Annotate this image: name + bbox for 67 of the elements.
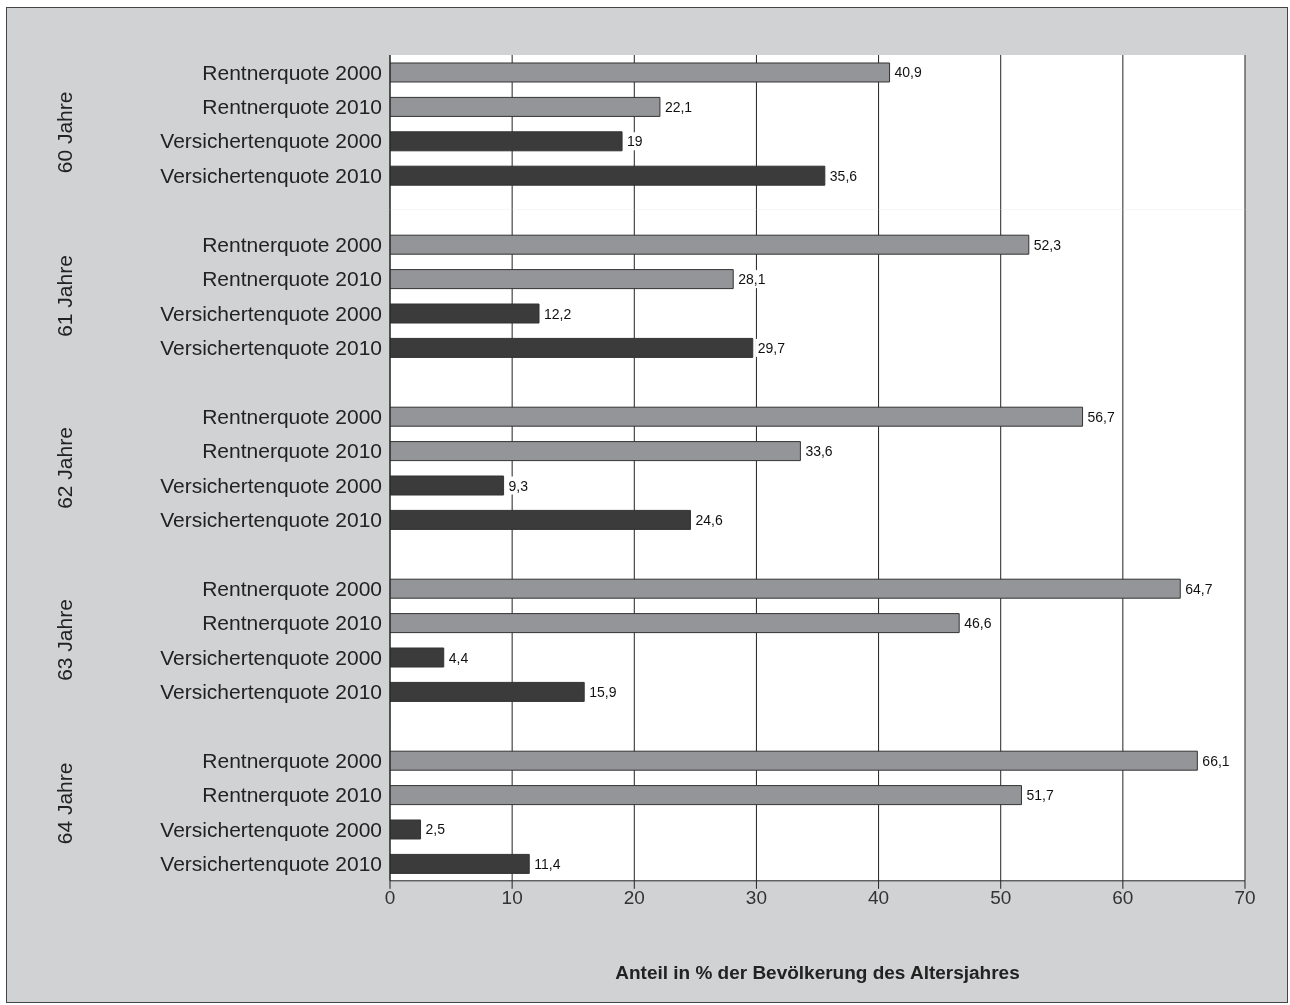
bar: [390, 509, 691, 530]
bar: [390, 268, 734, 289]
data-label: 22,1: [664, 98, 693, 115]
x-tick-label: 50: [990, 887, 1012, 909]
data-label: 40,9: [894, 64, 922, 81]
x-tick-label: 0: [384, 887, 396, 909]
y-tick-label: Rentnerquote 2000: [202, 232, 382, 256]
y-tick-label: Versichertenquote 2010: [160, 163, 383, 187]
data-label: 66,1: [1202, 752, 1230, 769]
bar: [390, 853, 530, 874]
x-tick-label: 20: [623, 887, 645, 909]
y-tick-label: Rentnerquote 2010: [202, 439, 382, 463]
data-label: 4,4: [448, 649, 469, 666]
x-tick-label: 40: [868, 887, 890, 909]
y-tick-label: Versichertenquote 2000: [160, 645, 382, 669]
data-label: 11,4: [534, 855, 561, 872]
data-label: 19: [627, 133, 643, 150]
x-tick-label: 30: [745, 887, 767, 909]
y-tick-label: Versichertenquote 2010: [160, 851, 382, 875]
y-tick-label: Rentnerquote 2000: [202, 748, 382, 772]
y-axis-title: 60 Jahre: [53, 91, 77, 174]
bar: [390, 303, 540, 324]
data-label: 64,7: [1185, 580, 1213, 597]
data-label: 12,2: [544, 305, 572, 322]
x-tick-label: 10: [501, 887, 523, 909]
y-axis-title: 64 Jahre: [53, 762, 77, 845]
y-tick-label: Rentnerquote 2010: [202, 95, 383, 119]
y-axis-title: 61 Jahre: [53, 254, 77, 337]
y-tick-label: Rentnerquote 2000: [202, 576, 382, 600]
x-tick-label: 70: [1234, 887, 1256, 909]
y-axis-title: 62 Jahre: [53, 426, 77, 509]
data-label: 35,6: [829, 167, 858, 184]
bar: [390, 612, 960, 633]
y-tick-label: Rentnerquote 2010: [202, 611, 382, 635]
bar: [390, 784, 1022, 805]
data-label: 9,3: [508, 477, 529, 494]
data-label: 28,1: [738, 270, 766, 287]
bar: [390, 475, 505, 496]
data-label: 51,7: [1026, 786, 1054, 803]
bar: [390, 750, 1198, 771]
data-label: 33,6: [805, 442, 833, 459]
y-tick-label: Rentnerquote 2010: [202, 267, 382, 291]
y-tick-label: Versichertenquote 2010: [160, 507, 382, 531]
bar: [390, 337, 754, 358]
y-tick-label: Versichertenquote 2000: [160, 817, 382, 841]
y-tick-label: Versichertenquote 2010: [160, 679, 382, 703]
y-tick-label: Versichertenquote 2000: [160, 129, 383, 153]
data-label: 2,5: [425, 821, 446, 838]
y-tick-label: Versichertenquote 2010: [160, 335, 382, 359]
bar: [390, 131, 623, 152]
data-label: 24,6: [695, 511, 723, 528]
bar: [390, 440, 801, 461]
data-label: 56,7: [1087, 408, 1116, 425]
data-label: 15,9: [589, 683, 617, 700]
data-label: 46,6: [964, 614, 992, 631]
y-tick-label: Versichertenquote 2000: [160, 473, 382, 497]
x-tick-label: 60: [1112, 887, 1134, 909]
data-label: 29,7: [757, 339, 786, 356]
y-axis-title: 63 Jahre: [53, 598, 77, 681]
x-axis-title: Anteil in % der Bevölkerung des Altersjahres: [615, 961, 1020, 983]
y-tick-label: Versichertenquote 2000: [160, 301, 382, 325]
y-tick-label: Rentnerquote 2010: [202, 783, 382, 807]
data-label: 52,3: [1033, 236, 1062, 253]
y-tick-label: Rentnerquote 2000: [202, 404, 382, 428]
bar: [390, 681, 585, 702]
y-tick-label: Rentnerquote 2000: [202, 60, 383, 84]
bar: [390, 578, 1181, 599]
